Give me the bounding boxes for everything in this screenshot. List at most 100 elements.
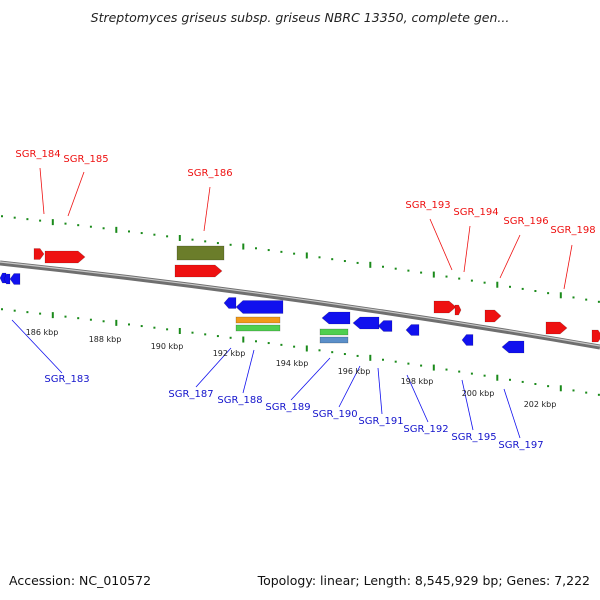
forward-gene-label: SGR_196	[503, 216, 548, 227]
reverse-gene-label: SGR_197	[498, 440, 543, 451]
forward-gene-label: SGR_198	[550, 225, 595, 236]
reverse-tick	[293, 345, 296, 348]
scale-label: 202 kbp	[524, 400, 557, 409]
reverse-tick	[432, 364, 435, 371]
scale-label: 196 kbp	[338, 367, 371, 376]
scale-label: 200 kbp	[462, 389, 495, 398]
reverse-tick	[267, 342, 270, 345]
scale-label: 186 kbp	[26, 328, 59, 337]
forward-tick	[470, 279, 473, 282]
forward-tick	[534, 290, 537, 293]
forward-tick	[128, 230, 130, 233]
reverse-tick	[343, 353, 346, 356]
reverse-tick	[204, 333, 207, 336]
reverse-tick	[216, 335, 219, 338]
reverse-tick	[483, 374, 486, 377]
forward-tick	[585, 298, 588, 301]
reverse-gene-label: SGR_183	[44, 374, 89, 385]
reverse-callout-line	[503, 388, 521, 439]
forward-callout-line	[67, 171, 85, 217]
forward-tick	[445, 275, 448, 278]
reverse-tick	[140, 325, 143, 328]
reverse-tick	[64, 315, 67, 318]
scale-label: 188 kbp	[89, 335, 122, 344]
forward-tick	[331, 258, 334, 261]
reverse-gene	[461, 334, 474, 346]
forward-tick	[547, 292, 550, 295]
reverse-callout-line	[11, 319, 63, 374]
reverse-tick	[496, 374, 499, 381]
forward-tick	[77, 224, 80, 227]
forward-tick	[178, 234, 181, 241]
reverse-callout-line	[338, 365, 361, 408]
forward-callout-line	[39, 167, 45, 215]
forward-tick	[559, 292, 562, 299]
reverse-gene	[321, 311, 351, 325]
reverse-tick	[521, 380, 524, 383]
reverse-tick	[166, 328, 169, 331]
forward-gene	[545, 321, 568, 335]
forward-gene	[433, 300, 457, 314]
olive-feature	[176, 245, 225, 261]
reverse-tick	[572, 389, 575, 392]
reverse-gene	[377, 320, 393, 332]
reverse-tick	[26, 311, 29, 314]
forward-tick	[420, 271, 423, 274]
forward-tick	[166, 235, 169, 238]
reverse-tick	[191, 331, 194, 334]
reverse-callout-line	[242, 349, 255, 394]
forward-tick	[597, 300, 600, 303]
reverse-tick	[153, 326, 156, 329]
forward-tick	[407, 269, 410, 272]
reverse-tick	[229, 336, 232, 339]
forward-callout-line	[499, 234, 521, 279]
reverse-tick	[51, 312, 54, 319]
genome-summary: Topology: linear; Length: 8,545,929 bp; …	[257, 573, 590, 588]
scale-label: 192 kbp	[213, 349, 246, 358]
forward-gene	[174, 264, 223, 278]
forward-tick	[216, 242, 219, 245]
reverse-tick	[369, 354, 372, 361]
forward-tick	[267, 249, 270, 252]
reverse-tick	[547, 385, 550, 388]
forward-tick	[483, 281, 486, 284]
reverse-tick	[318, 349, 321, 352]
forward-tick	[496, 281, 499, 288]
forward-gene-label: SGR_194	[453, 207, 498, 218]
green-feature	[319, 328, 349, 336]
forward-tick	[51, 219, 54, 226]
reverse-gene-label: SGR_189	[265, 402, 310, 413]
reverse-tick	[407, 362, 410, 365]
reverse-gene	[3, 273, 11, 285]
reverse-tick	[394, 360, 397, 363]
forward-tick	[39, 219, 42, 222]
forward-strand-track	[1, 215, 600, 303]
reverse-tick	[470, 372, 473, 375]
forward-callout-line	[463, 225, 471, 273]
reverse-tick	[1, 308, 3, 311]
reverse-callout-line	[377, 367, 383, 415]
reverse-tick	[597, 393, 600, 396]
forward-tick	[191, 238, 194, 241]
reverse-gene-label: SGR_187	[168, 389, 213, 400]
forward-tick	[293, 252, 296, 255]
map-title: Streptomyces griseus subsp. griseus NBRC…	[90, 10, 510, 25]
forward-callout-line	[563, 244, 573, 290]
forward-tick	[280, 250, 283, 253]
forward-tick	[229, 243, 232, 246]
reverse-tick	[331, 351, 334, 354]
forward-tick	[115, 226, 118, 233]
forward-tick	[1, 215, 3, 218]
accession-label: Accession: NC_010572	[9, 573, 152, 588]
reverse-tick	[102, 320, 105, 323]
features-layer	[0, 245, 600, 354]
scale-label: 190 kbp	[151, 342, 184, 351]
forward-gene-label: SGR_193	[405, 200, 450, 211]
reverse-gene	[9, 273, 21, 285]
forward-tick	[343, 260, 346, 263]
forward-tick	[242, 243, 245, 250]
forward-gene-label: SGR_185	[63, 154, 108, 165]
reverse-tick	[13, 309, 16, 312]
forward-tick	[26, 218, 29, 221]
